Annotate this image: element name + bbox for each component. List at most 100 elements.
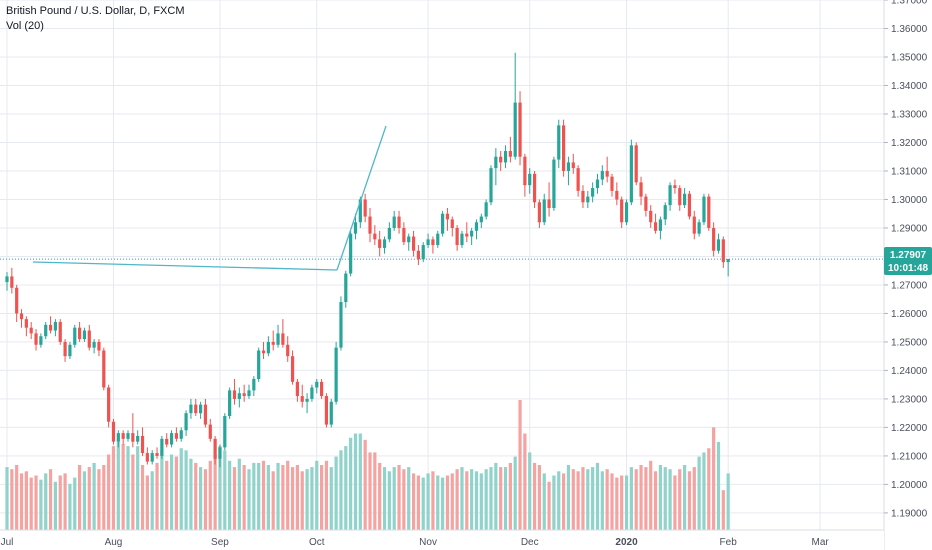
candle-body	[44, 324, 48, 337]
volume-bar	[426, 473, 430, 530]
candle-body	[203, 404, 208, 425]
candle-body	[692, 216, 696, 234]
candle-body	[73, 327, 77, 345]
candle-body	[179, 430, 183, 439]
candle-body	[445, 213, 450, 220]
volume-bar	[547, 481, 551, 530]
volume-bar	[5, 467, 9, 530]
volume-bar	[595, 462, 600, 530]
volume-bar	[387, 471, 391, 530]
time-axis[interactable]: Jul Aug Sep Oct Nov Dec 2020 Feb Mar	[0, 529, 884, 550]
trendline-drawings[interactable]	[32, 125, 387, 271]
volume-bar	[421, 477, 425, 530]
volume-bar	[179, 448, 183, 530]
volume-bar	[431, 471, 435, 530]
volume-indicator-label[interactable]: Vol (20)	[6, 20, 44, 32]
volume-bar	[658, 465, 662, 530]
trendline-steep[interactable]	[336, 125, 387, 271]
candle-body	[53, 321, 57, 331]
candle-body	[673, 185, 677, 189]
bar-countdown-label: 10:01:48	[888, 263, 928, 274]
volume-bar	[663, 467, 667, 530]
candle-body	[276, 333, 280, 345]
candle-body	[92, 341, 96, 348]
volume-bar	[615, 477, 619, 530]
candle-body	[116, 433, 120, 442]
volume-bar	[136, 446, 140, 530]
volume-bar	[58, 475, 62, 530]
candle-body	[697, 222, 701, 234]
candle-body	[136, 435, 140, 442]
volume-bar	[320, 465, 324, 530]
candle-body	[450, 219, 454, 228]
candle-body	[392, 216, 396, 228]
volume-bar	[503, 467, 508, 530]
candle-body	[353, 222, 358, 234]
volume-bar	[683, 465, 687, 530]
volume-bar	[111, 446, 116, 530]
volume-bar	[97, 469, 101, 530]
last-price-tag: 1.27907 10:01:48	[884, 247, 932, 275]
candle-body	[295, 381, 299, 397]
candle-body	[576, 168, 580, 191]
volume-bar	[228, 460, 232, 530]
volume-bar	[712, 427, 716, 530]
candle-body	[247, 390, 251, 397]
volume-bars	[5, 400, 730, 530]
symbol-title[interactable]: British Pound / U.S. Dollar, D, FXCM	[6, 5, 185, 17]
volume-bar	[489, 467, 493, 530]
volume-bar	[266, 465, 270, 530]
candle-body	[528, 173, 532, 186]
volume-bar	[199, 467, 203, 530]
price-tick-label: 1.19000	[891, 508, 928, 519]
candle-body	[411, 236, 416, 251]
candle-body	[329, 401, 333, 425]
volume-bar	[353, 433, 358, 530]
candle-body	[107, 387, 111, 422]
candle-body	[460, 233, 464, 246]
price-tick-label: 1.27000	[891, 280, 928, 291]
volume-bar	[634, 469, 638, 530]
volume-bar	[78, 465, 82, 530]
volume-bar	[620, 475, 624, 530]
candle-body	[87, 330, 91, 348]
candle-body	[707, 196, 711, 228]
volume-bar	[358, 433, 362, 530]
candle-body	[286, 344, 290, 357]
candle-body	[479, 216, 483, 223]
candle-body	[213, 438, 217, 459]
price-tick-label: 1.29000	[891, 223, 928, 234]
time-tick-label: Aug	[105, 537, 123, 548]
candle-body	[615, 190, 619, 200]
volume-bar	[29, 477, 33, 530]
candle-body	[532, 173, 537, 203]
volume-bar	[673, 475, 677, 530]
volume-bar	[465, 471, 469, 530]
time-tick-label: 2020	[615, 537, 638, 548]
candle-body	[581, 190, 585, 203]
candle-body	[712, 227, 716, 251]
price-tick-label: 1.23000	[891, 394, 928, 405]
volume-bar	[411, 473, 416, 530]
price-tick-label: 1.31000	[891, 166, 928, 177]
price-tick-label: 1.33000	[891, 109, 928, 120]
candle-body	[257, 350, 261, 379]
candle-body	[63, 341, 67, 357]
candle-body	[24, 319, 28, 328]
volume-bar	[532, 462, 537, 530]
candle-body	[315, 381, 319, 388]
candle-body	[271, 341, 275, 345]
volume-bar	[276, 462, 280, 530]
volume-bar	[252, 462, 256, 530]
candle-body	[160, 438, 164, 456]
volume-bar	[295, 465, 299, 530]
volume-bar	[687, 471, 692, 530]
volume-bar	[310, 467, 314, 530]
volume-bar	[726, 473, 730, 530]
candle-body	[363, 199, 367, 217]
volume-bar	[174, 456, 178, 530]
trendline-horizontal[interactable]	[32, 261, 338, 271]
candle-body	[726, 259, 730, 263]
